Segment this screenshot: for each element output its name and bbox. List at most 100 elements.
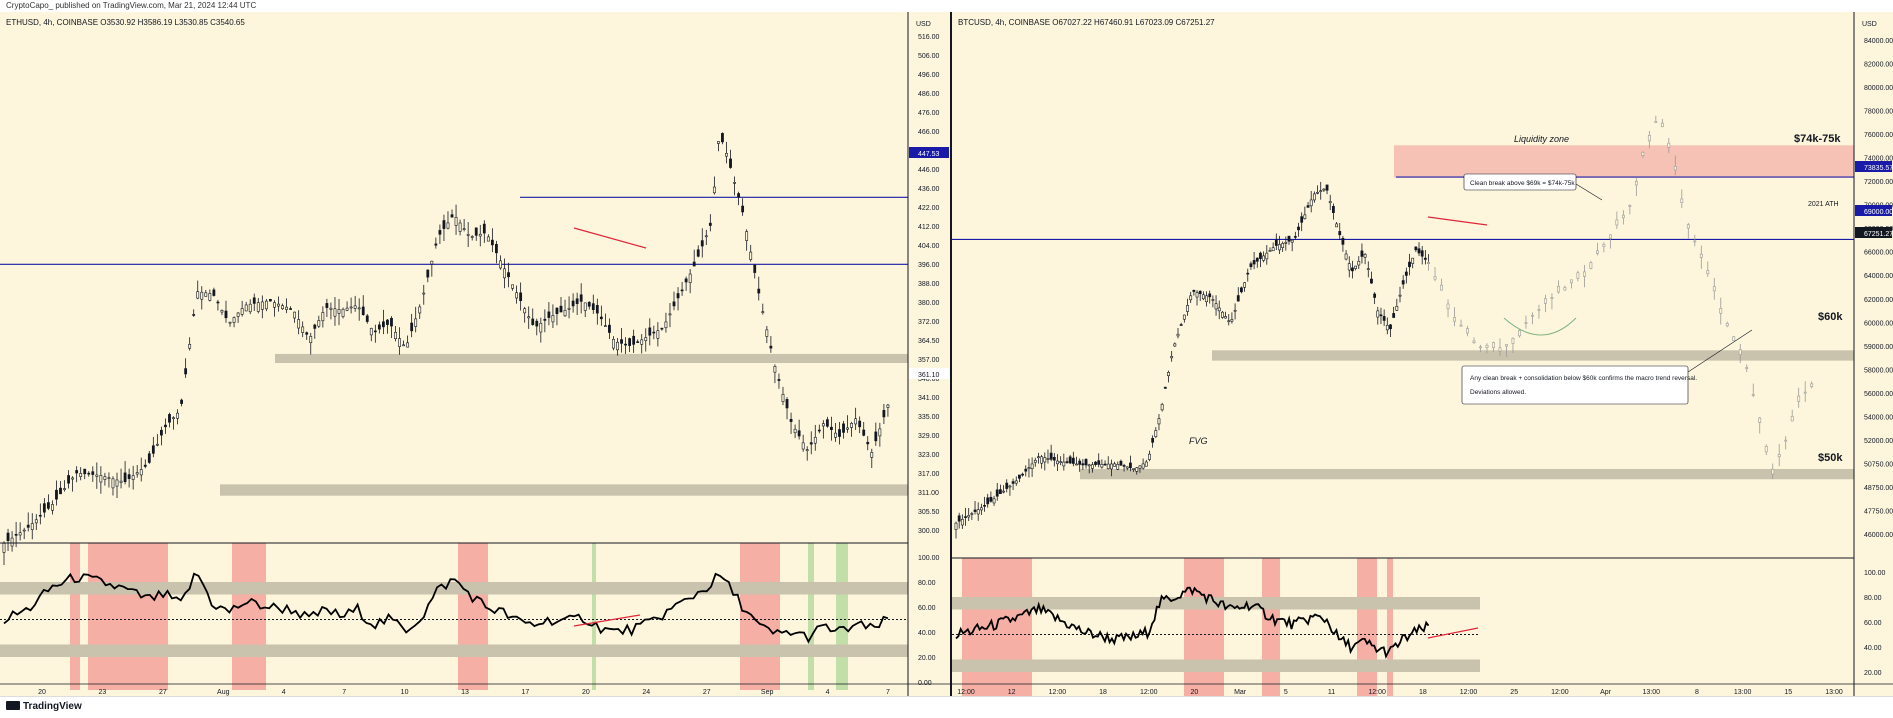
projection-candle bbox=[1524, 322, 1528, 324]
candle-body bbox=[1116, 464, 1120, 470]
candle-body bbox=[470, 236, 474, 238]
liquidity-zone-label: Liquidity zone bbox=[1514, 134, 1569, 144]
projection-candle bbox=[1570, 279, 1573, 284]
price-tick-label: 56000.00 bbox=[1864, 391, 1893, 398]
time-tick-label: 12:00 bbox=[1140, 689, 1158, 696]
price-tick-label: 66000.00 bbox=[1864, 250, 1893, 257]
price-tick-label: 58000.00 bbox=[1864, 367, 1893, 374]
tradingview-logo[interactable]: TradingView bbox=[6, 701, 82, 712]
projection-candle bbox=[1563, 287, 1567, 291]
candle-body bbox=[297, 319, 301, 329]
candle-body bbox=[321, 312, 325, 322]
projection-candle bbox=[1479, 346, 1482, 349]
projection-candle bbox=[1544, 298, 1547, 304]
candle-body bbox=[67, 475, 70, 484]
eth-chart-pane[interactable]: USD 516.00 506.00 496.00 486.00 476.00 466.00 4… bbox=[0, 12, 952, 696]
candle-body bbox=[1122, 465, 1126, 467]
candle-body bbox=[700, 240, 704, 247]
projection-candle bbox=[1485, 344, 1489, 349]
price-tick-label: 516.00 bbox=[918, 34, 940, 41]
candle-body bbox=[603, 325, 607, 327]
candle-body bbox=[741, 205, 745, 213]
candle-body bbox=[957, 515, 961, 522]
time-tick-label: 13:00 bbox=[1825, 689, 1843, 696]
rsi-signal-band bbox=[592, 543, 596, 690]
candle-body bbox=[394, 331, 397, 340]
candle-body bbox=[168, 414, 171, 423]
candle-body bbox=[1360, 250, 1364, 257]
price-label-box bbox=[1855, 161, 1892, 172]
time-tick-label: Apr bbox=[1600, 689, 1612, 696]
projection-candle bbox=[1686, 224, 1690, 229]
candle-body bbox=[95, 474, 99, 477]
candle-body bbox=[87, 472, 91, 475]
candle-body bbox=[1110, 463, 1113, 470]
candle-body bbox=[301, 326, 305, 333]
callout-box bbox=[1463, 173, 1577, 191]
projection-candle bbox=[1595, 250, 1599, 254]
time-tick-label: 15 bbox=[1784, 689, 1792, 696]
price-tick-label: 311.00 bbox=[918, 490, 939, 497]
time-tick-label: 7 bbox=[886, 689, 890, 696]
candle-body bbox=[1103, 463, 1107, 466]
candle-body bbox=[46, 502, 50, 509]
btc-chart-pane[interactable]: USD 84000.00 82000.00 80000.00 78000.00 76000… bbox=[952, 12, 1893, 696]
eth-symbol-header: ETHUSD, 4h, COINBASE O3530.92 H3586.19 L… bbox=[6, 18, 245, 27]
level-60k-label: $60k bbox=[1818, 311, 1843, 323]
projection-candle bbox=[1764, 445, 1768, 453]
candle-body bbox=[1217, 307, 1221, 312]
candle-body bbox=[1236, 295, 1240, 302]
candle-body bbox=[14, 534, 18, 536]
price-tick-label: 317.00 bbox=[918, 471, 940, 478]
candle-body bbox=[139, 469, 143, 476]
btc-chart[interactable]: USD 84000.00 82000.00 80000.00 78000.00 76000… bbox=[952, 12, 1893, 696]
candle-body bbox=[511, 284, 514, 289]
candle-body bbox=[976, 509, 980, 515]
projection-candle bbox=[1518, 330, 1521, 337]
candle-body bbox=[789, 419, 793, 422]
candle-body bbox=[664, 321, 668, 329]
candle-body bbox=[1385, 324, 1389, 331]
candle-body bbox=[373, 330, 377, 333]
candle-body bbox=[1167, 372, 1170, 377]
projection-candle bbox=[1557, 286, 1560, 293]
candle-body bbox=[1262, 255, 1266, 261]
projection-candle bbox=[1719, 308, 1723, 314]
eth-chart[interactable]: USD 516.00 506.00 496.00 486.00 476.00 466.00 4… bbox=[0, 12, 950, 696]
candle-body bbox=[688, 273, 692, 284]
candle-body bbox=[575, 298, 579, 304]
candle-body bbox=[204, 292, 208, 297]
candle-body bbox=[989, 496, 993, 502]
price-tick-label: 506.00 bbox=[918, 53, 940, 60]
price-tick-label: 78000.00 bbox=[1864, 109, 1893, 116]
candle-body bbox=[1211, 299, 1215, 301]
candle-body bbox=[458, 222, 462, 232]
candle-body bbox=[954, 522, 958, 530]
footer-bar: TradingView bbox=[0, 696, 1893, 718]
candle-body bbox=[583, 302, 587, 311]
candle-body bbox=[1071, 457, 1075, 464]
projection-candle bbox=[1608, 234, 1612, 239]
candle-body bbox=[325, 303, 329, 308]
candle-body bbox=[628, 338, 632, 346]
time-tick-label: 12:00 bbox=[957, 689, 975, 696]
time-tick-label: 20 bbox=[582, 689, 590, 696]
price-tick-label: 496.00 bbox=[918, 72, 940, 79]
candle-body bbox=[402, 344, 405, 347]
time-tick-label: 4 bbox=[282, 689, 286, 696]
candle-body bbox=[107, 477, 111, 479]
candle-body bbox=[1024, 468, 1028, 472]
candle-body bbox=[854, 418, 858, 425]
candle-body bbox=[579, 294, 583, 302]
price-tick-label: 60000.00 bbox=[1864, 320, 1893, 327]
candle-body bbox=[757, 288, 761, 294]
candle-body bbox=[365, 315, 369, 322]
price-tick-label: 300.00 bbox=[918, 528, 940, 535]
candle-body bbox=[777, 379, 781, 381]
candle-body bbox=[567, 307, 571, 310]
callout-2-text-1: Any clean break + consolidation below $6… bbox=[1470, 375, 1697, 382]
rsi-tick-label: 80.00 bbox=[918, 580, 936, 587]
candle-body bbox=[1243, 282, 1247, 288]
rsi-tick-label: 80.00 bbox=[1864, 595, 1882, 602]
candle-body bbox=[1125, 466, 1129, 469]
